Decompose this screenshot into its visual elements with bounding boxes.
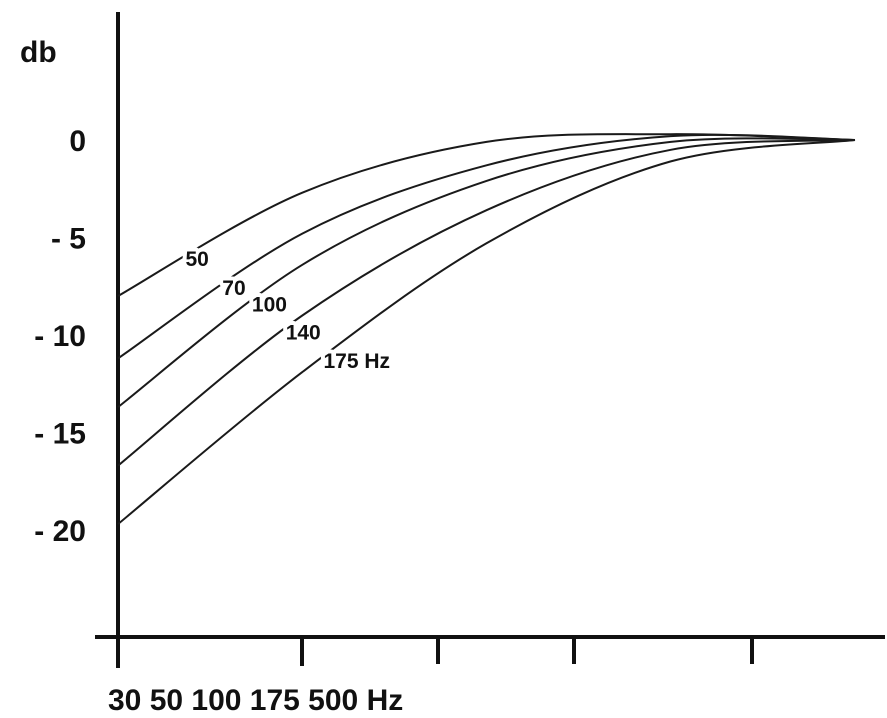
x-tick-labels: 30 50 100 175 500 Hz <box>108 684 403 717</box>
curve-100 <box>117 137 856 408</box>
y-axis-label: db <box>20 36 57 69</box>
curve-label: 100 <box>252 294 287 317</box>
curve-70 <box>117 133 856 360</box>
y-tick-label: 0 <box>69 125 86 158</box>
y-tick-label: - 5 <box>51 223 86 256</box>
y-tick-label: - 15 <box>34 418 86 451</box>
curve-50 <box>117 133 856 297</box>
curve-140 <box>117 139 856 467</box>
y-tick-group: 0 - 5 - 10 - 15 - 20 <box>34 125 86 548</box>
curve-175-hz <box>117 139 856 525</box>
curve-group <box>117 133 856 525</box>
y-tick-label: - 20 <box>34 515 86 548</box>
curve-label: 50 <box>186 248 209 271</box>
curve-label: 140 <box>286 321 321 344</box>
curve-label: 175 Hz <box>324 350 391 373</box>
axes <box>95 12 885 668</box>
curve-label: 70 <box>222 277 245 300</box>
y-tick-label: - 10 <box>34 320 86 353</box>
